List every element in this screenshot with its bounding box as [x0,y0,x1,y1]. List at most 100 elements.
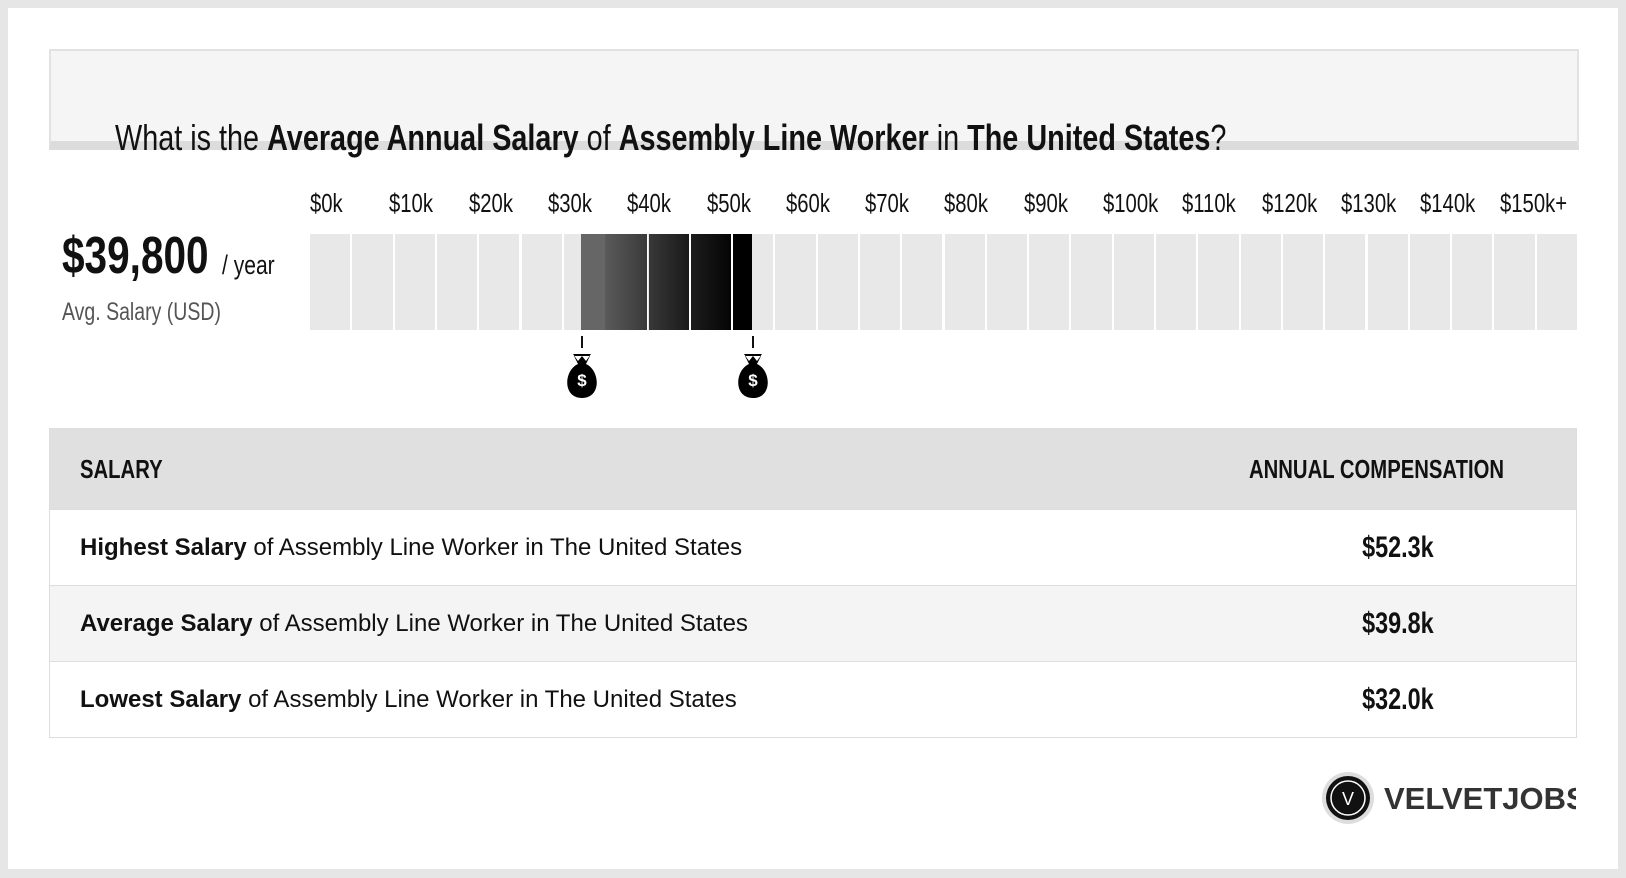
range-segment [733,234,752,330]
tick: $120k [1262,188,1333,219]
marker: $ [738,336,768,398]
tick: $0k [310,188,352,219]
tick-label: $140k [1420,188,1476,218]
unit-box: / year [222,250,290,281]
table-row: Highest Salary of Assembly Line Worker i… [49,509,1577,586]
marker-symbol: $ [748,371,758,390]
tick: $150k+ [1500,188,1586,219]
tick-label: $10k [389,188,434,218]
row-label: Average Salary of Assembly Line Worker i… [49,585,1220,662]
scale-cell [859,234,901,330]
markers: $ $ [567,336,768,398]
caption: Avg. Salary (USD) [62,298,221,326]
scale-cell [1071,234,1112,330]
row-value-text: $39.8k [1361,606,1434,640]
table-row: Lowest Salary of Assembly Line Worker in… [49,661,1577,738]
row-value: $52.3k [1219,509,1577,586]
tick-label: $20k [468,188,513,218]
scale-cell [521,234,562,330]
scale-cell [1494,234,1535,330]
scale-cell [1198,234,1239,330]
tick-label: $30k [547,188,592,218]
scale-cell [310,234,351,330]
row-value: $39.8k [1219,585,1577,662]
logo-text: VELVETJOBS [1384,781,1576,816]
tick-label: $60k [785,188,830,218]
tick-label: $40k [627,188,672,218]
amount: $39,800 [62,227,209,285]
tick: $130k [1341,188,1412,219]
marker: $ [567,336,597,398]
tick: $140k [1420,188,1491,219]
table-row: Average Salary of Assembly Line Worker i… [49,585,1577,662]
scale-cell [1367,234,1408,330]
scale-cell [1113,234,1154,330]
header-cell: ANNUAL COMPENSATION [1219,428,1577,510]
row-label-text: of Assembly Line Worker in The United St… [241,685,737,713]
row-label-bold: Lowest Salary [80,685,242,713]
scale-cell [436,234,478,330]
row-value-text: $32.0k [1361,682,1434,716]
tick: $10k [389,188,445,219]
tick-label: $80k [944,188,989,218]
scale-cell [1240,234,1281,330]
range-segment [691,234,731,330]
row-value-text: $52.3k [1361,530,1434,564]
title-part: in [928,117,968,158]
title-part: Average Annual Salary [267,117,579,158]
title-part: The United States [967,117,1211,158]
title-part: What is the [115,117,268,158]
row-label-text: of Assembly Line Worker in The United St… [246,533,743,561]
scale-cell [902,234,943,330]
tick: $90k [1024,188,1080,219]
tick-label: $120k [1261,188,1317,218]
scale-cell [394,234,435,330]
scale-cell [1325,234,1366,330]
tick-label: $0k [310,188,343,218]
header: What is the Average Annual Salary of Ass… [49,49,1579,158]
logo-icon: V [1342,789,1354,809]
row-label: Lowest Salary of Assembly Line Worker in… [49,661,1220,738]
title-part: ? [1210,117,1227,158]
row-label-text: of Assembly Line Worker in The United St… [252,609,748,637]
unit: / year [222,250,275,280]
tick: $50k [707,188,763,219]
table-header: SALARY ANNUAL COMPENSATION [49,428,1577,510]
title: What is the Average Annual Salary of Ass… [91,75,1510,159]
range-segment [605,234,647,330]
tick-label: $150k+ [1499,188,1567,218]
tick: $30k [548,188,604,219]
title-part: Assembly Line Worker [618,117,929,158]
scale-cell [944,234,985,330]
tick: $80k [944,188,1000,219]
tick: $110k [1182,188,1251,219]
tick-label: $130k [1340,188,1397,218]
scale-cell [1282,234,1324,330]
tick: $70k [865,188,921,219]
row-value: $32.0k [1219,661,1577,738]
marker-symbol: $ [577,371,587,390]
title-part: of [578,117,619,158]
scale-cell [1452,234,1493,330]
row-label: Highest Salary of Assembly Line Worker i… [49,509,1220,586]
tick-label: $50k [706,188,751,218]
scale-cell [1156,234,1197,330]
range-segment [581,234,605,330]
header-cell: SALARY [49,428,1220,510]
tick-label: $100k [1103,188,1159,218]
scale-cell [986,234,1028,330]
scale-cell [1029,234,1070,330]
tick-label: $90k [1023,188,1068,218]
scale-cell [1409,234,1451,330]
caption-box: Avg. Salary (USD) [62,298,266,327]
tick: $40k [627,188,683,219]
tick: $20k [469,188,525,219]
scale-cell [817,234,858,330]
header-text: SALARY [80,453,163,484]
tick: $60k [786,188,842,219]
tick: $100k [1103,188,1174,219]
scale-cell [775,234,816,330]
summary: $39,800 [62,226,250,286]
row-label-bold: Highest Salary [80,533,247,561]
